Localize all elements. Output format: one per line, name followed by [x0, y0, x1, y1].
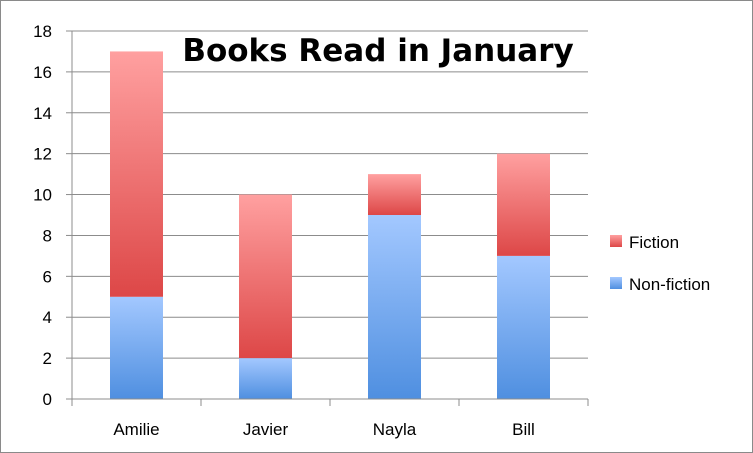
x-tick-label: Nayla: [373, 420, 417, 439]
legend-label: Non-fiction: [629, 275, 710, 294]
y-tick-label: 18: [33, 22, 52, 41]
legend-swatch-non-fiction: [610, 277, 622, 289]
chart-title: Books Read in January: [182, 33, 573, 69]
bar-non-fiction-bill: [497, 255, 550, 399]
y-tick-label: 6: [43, 267, 52, 286]
legend: Fiction Non-fiction: [610, 233, 710, 294]
y-tick-label: 12: [33, 145, 52, 164]
axes: [66, 30, 589, 406]
y-tick-label: 2: [43, 349, 52, 368]
y-tick-label: 16: [33, 63, 52, 82]
bar-fiction-nayla: [368, 174, 421, 215]
bar-non-fiction-amilie: [110, 296, 163, 399]
y-tick-label: 4: [43, 308, 52, 327]
legend-swatch-fiction: [610, 235, 622, 247]
y-tick-label: 10: [33, 186, 52, 205]
y-tick-label: 14: [33, 104, 52, 123]
bar-non-fiction-nayla: [368, 215, 421, 399]
bars: [110, 51, 550, 399]
tick-labels: 0 2 4 6 8 10 12 14 16 18 Amilie Javier Nayla Bill: [33, 22, 535, 439]
x-tick-label: Javier: [243, 420, 289, 439]
bar-fiction-amilie: [110, 51, 163, 297]
legend-label: Fiction: [629, 233, 679, 252]
y-tick-label: 0: [43, 390, 52, 409]
x-tick-label: Bill: [512, 420, 535, 439]
bar-fiction-javier: [239, 194, 292, 359]
bar-fiction-bill: [497, 153, 550, 256]
y-tick-label: 8: [43, 226, 52, 245]
x-tick-label: Amilie: [113, 420, 159, 439]
bar-non-fiction-javier: [239, 358, 292, 399]
